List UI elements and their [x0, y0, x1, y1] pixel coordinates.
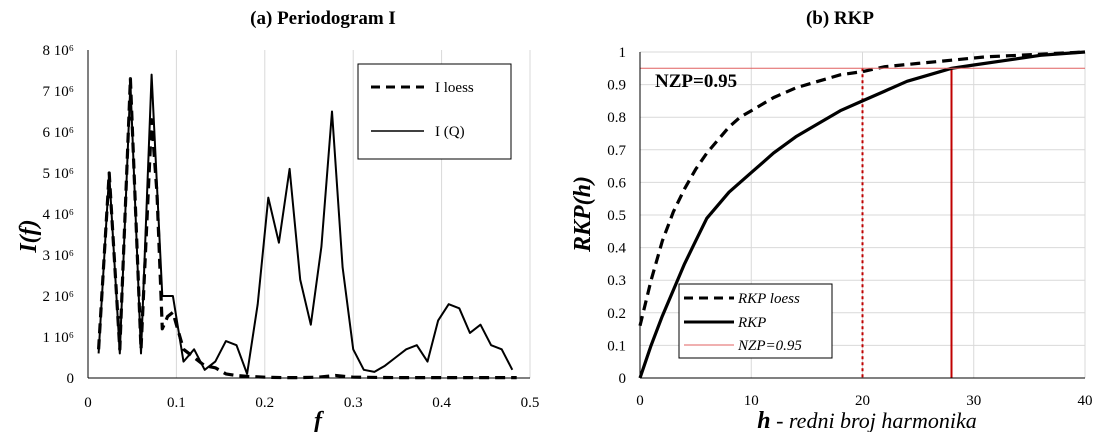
periodogram-legend-box	[357, 63, 512, 160]
legend-label-i-loess: I loess	[435, 80, 474, 96]
periodogram-y-tick-label: 7 10⁶	[43, 84, 74, 100]
periodogram-y-tick-label: 6 10⁶	[43, 125, 74, 141]
legend-label-nzp: NZP=0.95	[737, 338, 802, 354]
rkp-legend: RKP loess RKP NZP=0.95	[678, 283, 833, 359]
periodogram-y-tick-label: 2 10⁶	[43, 289, 74, 305]
periodogram-series	[97, 73, 517, 380]
rkp-y-tick-label: 1	[619, 45, 627, 61]
periodogram-y-tick-label: 3 10⁶	[43, 248, 74, 264]
periodogram-y-tick-label: 4 10⁶	[43, 207, 74, 223]
periodogram-x-tick-label: 0	[84, 395, 92, 411]
periodogram-y-tick-label: 0	[67, 371, 75, 387]
rkp-x-tick-label: 30	[966, 393, 981, 409]
periodogram-axes	[87, 50, 530, 379]
periodogram-chart: (a) Periodogram I 0 1 10⁶ 2 10⁶ 3 10⁶ 4 10⁶ 5…	[16, 8, 539, 432]
periodogram-x-tick-label: 0.1	[167, 395, 186, 411]
rkp-y-label: RKP(h)	[570, 176, 596, 253]
rkp-y-tick-label: 0.2	[607, 306, 626, 322]
rkp-x-tick-label: 10	[744, 393, 759, 409]
rkp-y-ticks: 0 0.1 0.2 0.3 0.4 0.5 0.6 0.7 0.8 0.9 1	[607, 45, 626, 387]
rkp-y-tick-label: 0.8	[607, 110, 626, 126]
rkp-y-tick-label: 0.9	[607, 78, 626, 94]
rkp-y-tick-label: 0.4	[607, 241, 626, 257]
legend-label-rkp-loess: RKP loess	[737, 291, 800, 307]
rkp-axes	[639, 52, 1085, 379]
periodogram-series-i-q-line	[97, 73, 514, 375]
rkp-y-tick-label: 0.3	[607, 273, 626, 289]
periodogram-y-tick-label: 5 10⁶	[43, 166, 74, 182]
rkp-x-label-symbol: h	[757, 408, 770, 432]
periodogram-legend: I loess I (Q)	[357, 63, 512, 160]
rkp-y-tick-label: 0.5	[607, 208, 626, 224]
legend-label-rkp: RKP	[737, 315, 766, 331]
periodogram-x-tick-label: 0.4	[432, 395, 451, 411]
periodogram-x-tick-label: 0.2	[255, 395, 274, 411]
rkp-y-tick-label: 0.7	[607, 143, 626, 159]
rkp-series-rkp-line	[638, 50, 1086, 379]
rkp-x-tick-label: 40	[1078, 393, 1093, 409]
periodogram-y-label: I(f)	[16, 219, 42, 253]
rkp-x-label-text: - redni broj harmonika	[771, 408, 977, 432]
rkp-series	[638, 50, 1086, 379]
rkp-y-tick-label: 0.6	[607, 175, 626, 191]
rkp-y-tick-label: 0	[619, 371, 627, 387]
legend-label-i-q: I (Q)	[435, 124, 465, 140]
periodogram-x-tick-label: 0.3	[344, 395, 363, 411]
rkp-x-ticks: 0 10 20 30 40	[636, 393, 1092, 409]
rkp-series-rkp-loess-line	[638, 50, 1086, 327]
rkp-title: (b) RKP	[806, 8, 874, 29]
periodogram-x-tick-label: 0.5	[521, 395, 540, 411]
rkp-chart: (b) RKP 0 0.1 0.2 0.3 0.4 0.5 0.6 0.7 0.8 0.9 1 0 1…	[570, 8, 1093, 432]
rkp-x-tick-label: 0	[636, 393, 644, 409]
rkp-x-label: h - redni broj harmonika	[757, 408, 977, 432]
periodogram-x-ticks: 0 0.1 0.2 0.3 0.4 0.5	[84, 395, 539, 411]
periodogram-x-label: f	[314, 408, 324, 432]
periodogram-y-tick-label: 8 10⁶	[43, 43, 74, 59]
rkp-x-tick-label: 20	[855, 393, 870, 409]
periodogram-title: (a) Periodogram I	[250, 8, 396, 29]
rkp-nzp-annotation: NZP=0.95	[655, 71, 737, 92]
periodogram-y-ticks: 0 1 10⁶ 2 10⁶ 3 10⁶ 4 10⁶ 5 10⁶ 6 10⁶ 7 10⁶ 8 10…	[43, 43, 74, 387]
rkp-y-tick-label: 0.1	[607, 338, 626, 354]
periodogram-y-tick-label: 1 10⁶	[43, 330, 74, 346]
